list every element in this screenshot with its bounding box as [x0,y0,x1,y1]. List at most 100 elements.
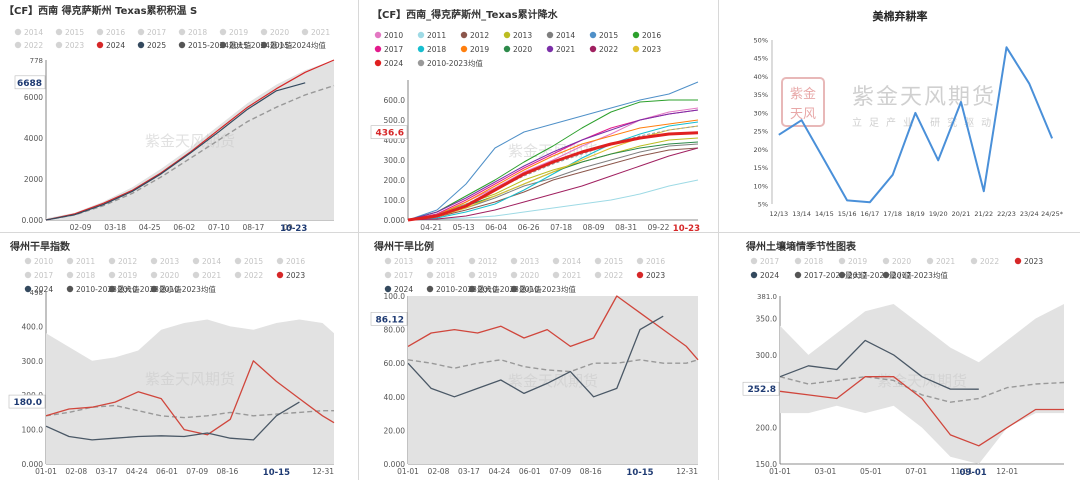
value-label: 252.8 [748,385,776,395]
watermark: 紫金天风期货 [877,372,967,390]
legend-label-2010-2023: 2010-2023均值 [520,284,576,294]
texas-drought-ratio-panel: 得州干旱比例 2013 2011 2012 2013 2014 2015 2016 2017 20… [360,234,718,480]
y-tick-label-0-000: 0.000 [384,460,406,469]
legend-marker-2017-2023 [882,271,890,279]
x-highlight-label: 10-15 [263,468,290,478]
legend-label-2012: 2012 [118,257,137,266]
legend-marker-2017 [137,28,145,36]
y-tick-label-2000: 2000 [24,175,43,184]
divider-vertical-2 [718,0,719,480]
legend-label-2021: 2021 [936,257,955,266]
y-tick-label-100-0: 100.0 [384,196,406,205]
texas-gdd-chart: 【CF】西南 得克萨斯州 Texas累积积温 S 2014 2015 2016 2017… [4,4,335,232]
series-line-2024 [45,59,335,221]
y-tick-label-10: 10% [754,182,768,190]
y-tick-label-5: 5% [758,201,768,209]
legend-marker-2017 [384,271,392,279]
legend-label-2010-2023: 2010-2023最大值 [76,284,140,294]
x-tick-label-17-18: 17/18 [883,210,902,218]
legend-marker-2021 [926,257,934,265]
value-label-box [370,125,408,139]
legend-label-2022: 2022 [24,41,43,50]
texas-drought-index-panel: 得州干旱指数 2010 2011 2012 2013 2014 2015 2016 2017 20… [0,234,358,480]
x-tick-label-02-09: 02-09 [70,223,92,232]
series-line-2023 [407,125,699,221]
legend-marker-2023 [632,45,640,53]
y-tick-label-300-0: 300.0 [756,351,778,360]
legend-label-2016: 2016 [642,31,661,40]
legend-label-2024: 2024 [394,285,413,294]
x-tick-label-18-19: 18/19 [906,210,925,218]
legend-marker-2016 [632,31,640,39]
chart-title: 美棉弃耕率 [873,9,928,23]
legend-marker-2023 [1014,257,1022,265]
series-line-2016 [407,99,698,221]
y-tick-label-500-0: 500.0 [384,116,406,125]
logo-seal-text-top: 紫金 [790,86,816,102]
legend-label-2021: 2021 [562,271,581,280]
series-line-2015-2024 [45,84,335,221]
y-tick-label-400-0: 400.0 [22,322,44,331]
legend-label-2024: 2024 [760,271,779,280]
legend-marker-2022 [234,271,242,279]
x-tick-label-13-14: 13/14 [792,210,811,218]
x-tick-label-06-01: 06-01 [156,467,178,476]
series-line-2023 [779,376,1064,447]
y-tick-label-40: 40% [754,73,768,81]
legend-marker-2016 [96,28,104,36]
legend-label-2021: 2021 [311,28,330,37]
x-tick-label-01-01: 01-01 [397,467,419,476]
legend-marker-2016 [276,257,284,265]
y-tick-label-40-00: 40.00 [384,393,406,402]
x-tick-label-06-01: 06-01 [519,467,541,476]
legend-marker-2010 [24,257,32,265]
x-tick-label-21-22: 21/22 [974,210,993,218]
legend-label-2024: 2024 [384,59,403,68]
watermark: 紫金天风期货 [145,132,235,150]
legend-label-2023: 2023 [286,271,305,280]
legend-label-2021: 2021 [556,45,575,54]
legend-marker-2010-2023 [150,285,158,293]
x-tick-label-09-22: 09-22 [648,223,670,232]
legend-marker-2021 [546,45,554,53]
value-label-box [742,381,780,396]
x-tick-label-08-16: 08-16 [217,467,239,476]
y-tick-label-20: 20% [754,146,768,154]
x-tick-label-04-24: 04-24 [126,467,148,476]
legend-label-2011: 2011 [436,257,455,266]
legend-marker-2011 [417,31,425,39]
x-tick-label-05-13: 05-13 [453,223,475,232]
legend-marker-2020 [150,271,158,279]
legend-label-2017-2023: 2017-2023最大值 [804,270,868,280]
series-line-2024 [407,131,699,222]
texas-soil-moisture-chart: 得州土壤墒情季节性图表 2017 2018 2019 2020 2021 2022 2023 2… [742,240,1065,478]
x-tick-label-16-17: 16/17 [861,210,880,218]
y-tick-label-350-0: 350.0 [756,315,778,324]
y-tick-label-300-0: 300.0 [384,156,406,165]
x-tick-label-06-02: 06-02 [173,223,195,232]
x-tick-label-23-24: 23/24 [1020,210,1039,218]
legend-marker-2012 [460,31,468,39]
series-line-2024 [45,401,300,441]
legend-label-2015: 2015 [599,31,618,40]
y-tick-label-0-000: 0.000 [384,216,406,225]
series-line-2010-2023 [407,359,699,373]
legend-marker-2017 [750,257,758,265]
legend-marker-2021 [552,271,560,279]
legend-marker-2023 [276,271,284,279]
x-tick-label-08-17: 08-17 [242,223,264,232]
legend-marker-2015 [589,31,597,39]
series-line-2012 [407,147,699,221]
legend-marker-2015 [234,257,242,265]
legend-marker-2022 [970,257,978,265]
legend-marker-2012 [108,257,116,265]
legend-label-2011: 2011 [427,31,446,40]
legend-label-2010-2023: 2010-2023均值 [427,58,483,68]
legend-marker-2014 [552,257,560,265]
series-line-2024 [779,339,979,390]
legend-marker-2018 [66,271,74,279]
y-tick-label-6000: 6000 [24,93,43,102]
chart-title: 得州土壤墒情季节性图表 [745,240,857,253]
texas-precip-chart: 【CF】西南_得克萨斯州_Texas累计降水 2010 2011 2012 2013 20… [370,8,700,232]
legend-marker-2025 [137,41,145,49]
